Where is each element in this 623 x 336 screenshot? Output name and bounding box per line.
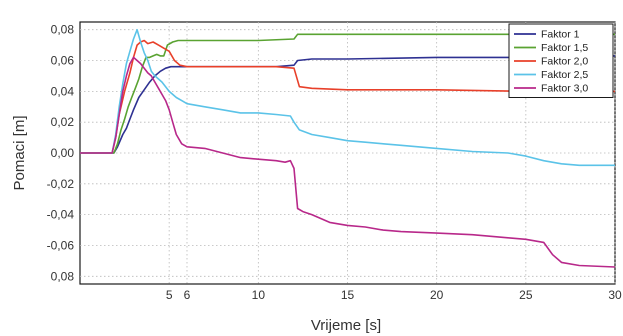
series-line-4 (80, 28, 615, 167)
series-lines (80, 28, 616, 268)
x-tick-label: 5 (166, 288, 173, 302)
y-axis-ticks: 0,08 0,06 0,04 0,02 0,00 -0,02 -0,04 -0,06 0,08 (47, 23, 75, 284)
series-line-5 (80, 56, 616, 268)
y-tick-label: 0,00 (51, 146, 75, 160)
x-axis-label: Vrijeme [s] (311, 317, 381, 334)
series-line-1 (80, 55, 616, 154)
y-axis-label: Pomaci [m] (11, 115, 28, 190)
legend-label: Faktor 2,5 (541, 69, 588, 81)
y-tick-label: 0,02 (51, 115, 75, 129)
y-tick-label: 0,06 (51, 54, 75, 68)
y-tick-label: -0,06 (47, 238, 75, 252)
legend-label: Faktor 1,5 (541, 42, 588, 54)
y-tick-label: -0,04 (47, 208, 75, 222)
legend-label: Faktor 2,0 (541, 56, 588, 68)
legend-label: Faktor 1 (541, 29, 580, 41)
y-tick-label: 0,04 (51, 84, 75, 98)
x-tick-label: 25 (519, 288, 533, 302)
series-line-3 (80, 39, 615, 154)
x-tick-label: 20 (430, 288, 444, 302)
x-tick-label: 15 (341, 288, 355, 302)
series-line-2 (80, 33, 615, 154)
x-axis-ticks: 5 6 10 15 20 25 30 (166, 288, 622, 302)
legend-label: Faktor 3,0 (541, 83, 588, 95)
y-tick-label: -0,02 (47, 177, 75, 191)
x-tick-label: 10 (252, 288, 266, 302)
y-tick-label: 0,08 (51, 23, 75, 37)
x-tick-label: 30 (608, 288, 622, 302)
x-tick-label: 6 (184, 288, 191, 302)
y-tick-label: 0,08 (51, 269, 75, 283)
